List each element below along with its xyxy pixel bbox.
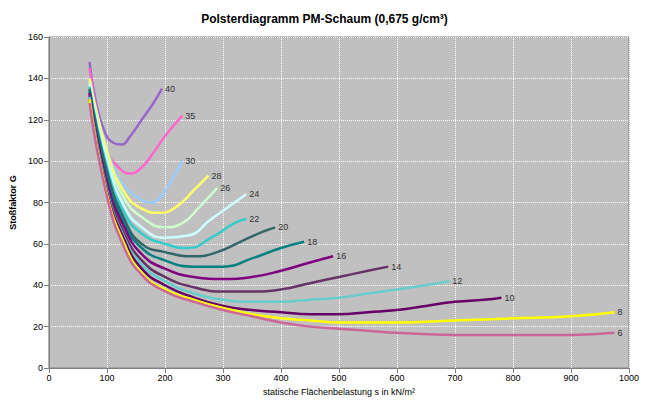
svg-text:18: 18	[307, 237, 317, 247]
svg-text:100: 100	[99, 373, 114, 383]
svg-text:100: 100	[28, 156, 43, 166]
svg-text:28: 28	[211, 171, 221, 181]
svg-text:20: 20	[278, 222, 288, 232]
svg-text:30: 30	[185, 156, 195, 166]
svg-text:35: 35	[185, 111, 195, 121]
svg-text:14: 14	[391, 262, 401, 272]
svg-text:500: 500	[331, 373, 346, 383]
svg-text:0: 0	[46, 373, 51, 383]
svg-text:60: 60	[33, 239, 43, 249]
svg-text:22: 22	[249, 214, 259, 224]
svg-text:40: 40	[33, 280, 43, 290]
svg-text:800: 800	[505, 373, 520, 383]
svg-text:160: 160	[28, 32, 43, 42]
svg-text:16: 16	[336, 251, 346, 261]
svg-text:40: 40	[165, 84, 175, 94]
svg-text:24: 24	[249, 189, 259, 199]
svg-text:0: 0	[38, 363, 43, 373]
svg-text:120: 120	[28, 115, 43, 125]
svg-text:Stoßfaktor G: Stoßfaktor G	[8, 175, 18, 230]
svg-text:26: 26	[220, 183, 230, 193]
svg-text:400: 400	[273, 373, 288, 383]
svg-text:600: 600	[389, 373, 404, 383]
svg-text:1000: 1000	[619, 373, 639, 383]
svg-text:140: 140	[28, 73, 43, 83]
svg-text:80: 80	[33, 198, 43, 208]
svg-text:10: 10	[504, 293, 514, 303]
svg-text:statische Flächenbelastung s i: statische Flächenbelastung s in kN/m²	[263, 387, 415, 397]
svg-text:Polsterdiagramm PM-Schaum (0,6: Polsterdiagramm PM-Schaum (0,675 g/cm³)	[201, 12, 448, 26]
svg-text:200: 200	[157, 373, 172, 383]
svg-text:20: 20	[33, 322, 43, 332]
svg-text:300: 300	[215, 373, 230, 383]
svg-text:12: 12	[452, 276, 462, 286]
svg-text:8: 8	[617, 307, 622, 317]
svg-text:6: 6	[617, 328, 622, 338]
svg-text:700: 700	[447, 373, 462, 383]
svg-text:900: 900	[563, 373, 578, 383]
